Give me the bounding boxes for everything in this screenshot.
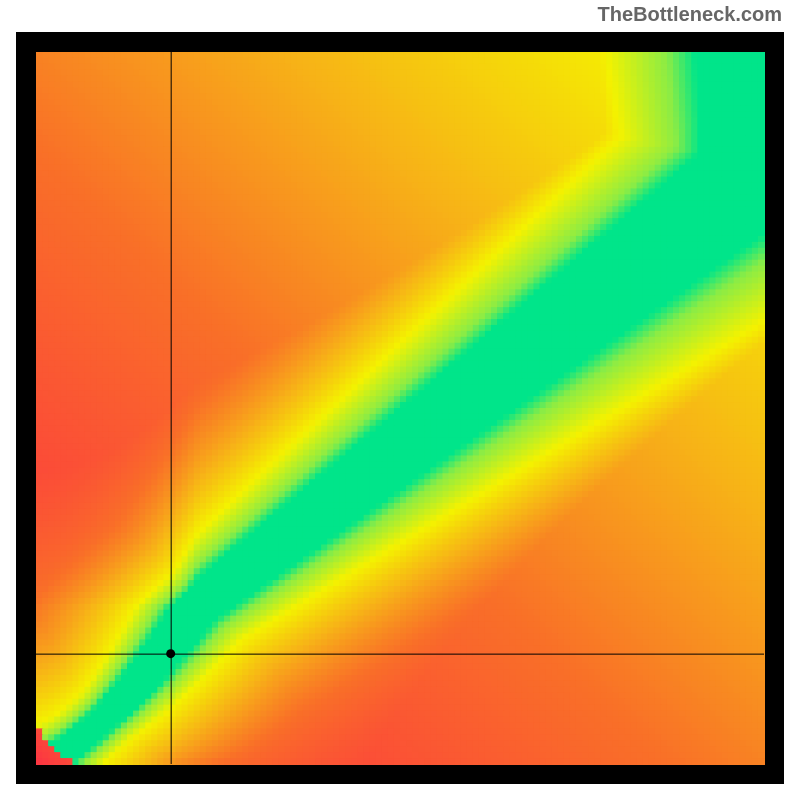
chart-container: TheBottleneck.com: [0, 0, 800, 800]
watermark-text: TheBottleneck.com: [598, 4, 782, 27]
heatmap-canvas: [16, 32, 784, 784]
chart-frame: [16, 32, 784, 784]
